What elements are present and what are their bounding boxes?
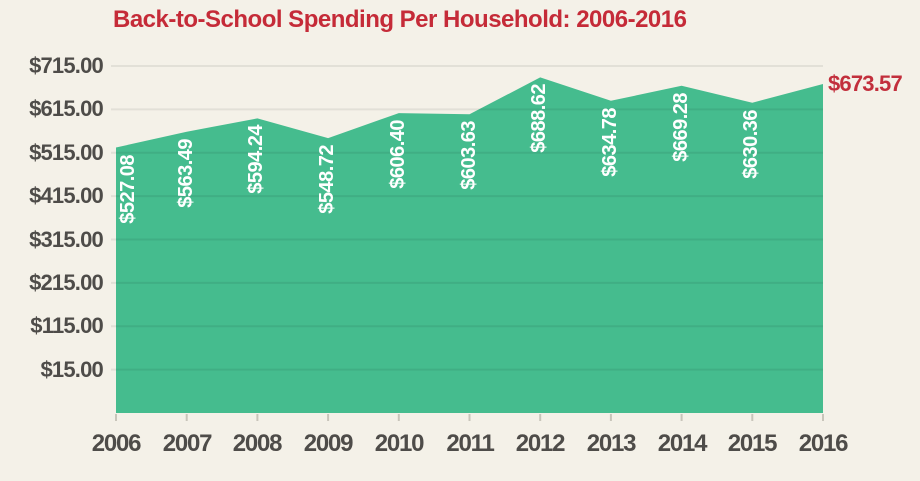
y-axis-label: $415.00 [29, 183, 104, 208]
x-axis-label: 2013 [586, 430, 637, 457]
y-axis-label: $515.00 [29, 140, 104, 165]
y-axis-label: $615.00 [29, 96, 104, 121]
x-axis-label: 2007 [162, 430, 213, 457]
x-axis-label: 2015 [727, 430, 778, 457]
data-point-label: $548.72 [316, 145, 338, 214]
data-point-label: $603.63 [458, 121, 480, 190]
chart-title: Back-to-School Spending Per Household: 2… [113, 6, 687, 33]
y-axis-label: $215.00 [29, 270, 104, 295]
data-point-label: $688.62 [528, 84, 550, 153]
data-point-label: $563.49 [175, 139, 197, 208]
x-axis-label: 2008 [232, 430, 283, 457]
y-axis-label: $315.00 [29, 227, 104, 252]
y-axis-label: $115.00 [30, 313, 104, 338]
y-axis-label: $715.00 [29, 53, 104, 78]
data-point-label: $634.78 [599, 108, 621, 177]
x-axis-label: 2014 [657, 430, 708, 457]
x-axis-label: 2010 [374, 430, 425, 457]
data-point-label: $630.36 [740, 110, 762, 179]
data-point-label: $669.28 [670, 93, 692, 162]
x-axis-label: 2016 [798, 430, 849, 457]
data-point-label: $606.40 [387, 120, 409, 189]
x-axis-label: 2011 [446, 430, 494, 457]
final-value-label: $673.57 [828, 71, 903, 96]
data-point-label: $527.08 [117, 155, 139, 224]
x-axis-label: 2012 [515, 430, 566, 457]
area-series [116, 77, 823, 414]
y-axis-label: $15.00 [40, 357, 104, 382]
data-point-label: $594.24 [245, 125, 267, 194]
x-axis-label: 2009 [303, 430, 354, 457]
x-axis-label: 2006 [91, 430, 142, 457]
